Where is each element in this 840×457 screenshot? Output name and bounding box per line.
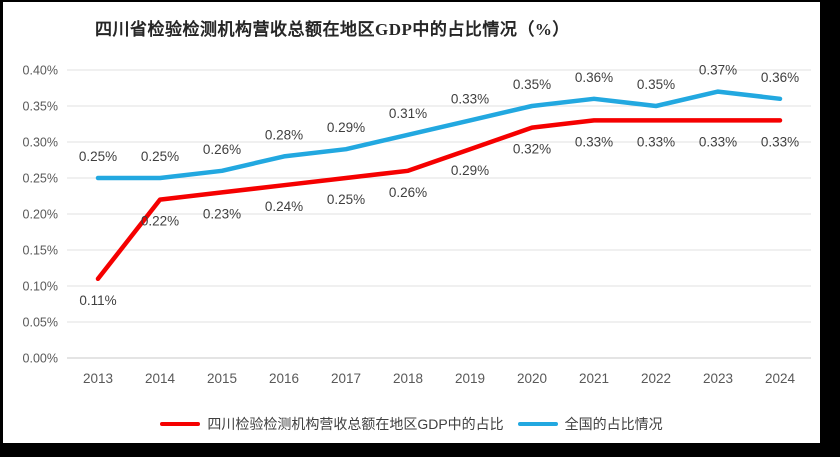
data-label: 0.35% <box>637 77 675 92</box>
y-axis-tick-label: 0.15% <box>23 244 58 258</box>
legend-item-sichuan[interactable]: 四川检验检测机构营收总额在地区GDP中的占比 <box>160 414 504 434</box>
data-label: 0.31% <box>389 106 427 121</box>
y-axis-tick-label: 0.00% <box>23 352 58 366</box>
series-line-sichuan[interactable] <box>95 118 783 282</box>
data-label: 0.29% <box>451 163 489 178</box>
x-axis-tick-label: 2023 <box>703 371 733 386</box>
y-axis-tick-label: 0.10% <box>23 280 58 294</box>
y-axis-tick-label: 0.35% <box>23 100 58 114</box>
chart-title: 四川省检验检测机构营收总额在地区GDP中的占比情况（%） <box>95 20 570 39</box>
x-axis-tick-label: 2022 <box>641 371 671 386</box>
y-axis-tick-label: 0.30% <box>23 136 58 150</box>
y-axis-tick-label: 0.40% <box>23 64 58 78</box>
data-label: 0.26% <box>389 185 427 200</box>
data-label: 0.32% <box>513 142 551 157</box>
legend-label-national: 全国的占比情况 <box>564 416 663 432</box>
data-label: 0.33% <box>761 134 799 149</box>
data-label: 0.25% <box>327 192 365 207</box>
x-axis-tick-label: 2018 <box>393 371 423 386</box>
data-label: 0.11% <box>79 293 116 308</box>
data-label: 0.33% <box>451 91 489 106</box>
x-axis-tick-label: 2014 <box>145 371 176 386</box>
series-line-national[interactable] <box>95 89 783 181</box>
y-axis-tick-label: 0.20% <box>23 208 58 222</box>
x-axis-tick-label: 2020 <box>517 371 547 386</box>
legend-item-national[interactable]: 全国的占比情况 <box>517 414 663 434</box>
chart-canvas: 0.00% 0.05% 0.10% 0.15% 0.20% 0.25% 0.30% 0.35%… <box>3 2 820 443</box>
data-label: 0.33% <box>575 134 613 149</box>
data-label: 0.25% <box>79 149 117 164</box>
data-label: 0.37% <box>699 63 737 78</box>
x-axis-tick-label: 2016 <box>269 371 299 386</box>
legend-line-red-icon <box>160 422 201 426</box>
data-label: 0.24% <box>265 199 303 214</box>
x-axis-tick-label: 2019 <box>455 371 485 386</box>
data-label: 0.36% <box>575 70 613 85</box>
data-label: 0.36% <box>761 70 799 85</box>
data-label: 0.29% <box>327 120 365 135</box>
y-axis-tick-label: 0.25% <box>23 172 58 186</box>
line-chart: 0.00% 0.05% 0.10% 0.15% 0.20% 0.25% 0.30% 0.35%… <box>23 63 811 386</box>
x-axis-tick-label: 2015 <box>207 371 237 386</box>
data-label: 0.35% <box>513 77 551 92</box>
data-label: 0.25% <box>141 149 179 164</box>
legend-line-blue-icon <box>517 422 558 426</box>
x-axis-tick-label: 2017 <box>331 371 361 386</box>
data-label: 0.28% <box>265 127 303 142</box>
x-axis-tick-label: 2013 <box>83 371 113 386</box>
y-axis-tick-label: 0.05% <box>23 316 58 330</box>
data-label: 0.23% <box>203 206 241 221</box>
x-axis-tick-label: 2024 <box>765 371 796 386</box>
chart-legend: 四川检验检测机构营收总额在地区GDP中的占比 全国的占比情况 <box>3 414 820 434</box>
data-label: 0.22% <box>141 214 179 229</box>
data-label: 0.26% <box>203 142 241 157</box>
data-label: 0.33% <box>637 134 675 149</box>
x-axis-tick-label: 2021 <box>579 371 609 386</box>
legend-label-sichuan: 四川检验检测机构营收总额在地区GDP中的占比 <box>207 416 504 432</box>
data-label: 0.33% <box>699 134 737 149</box>
